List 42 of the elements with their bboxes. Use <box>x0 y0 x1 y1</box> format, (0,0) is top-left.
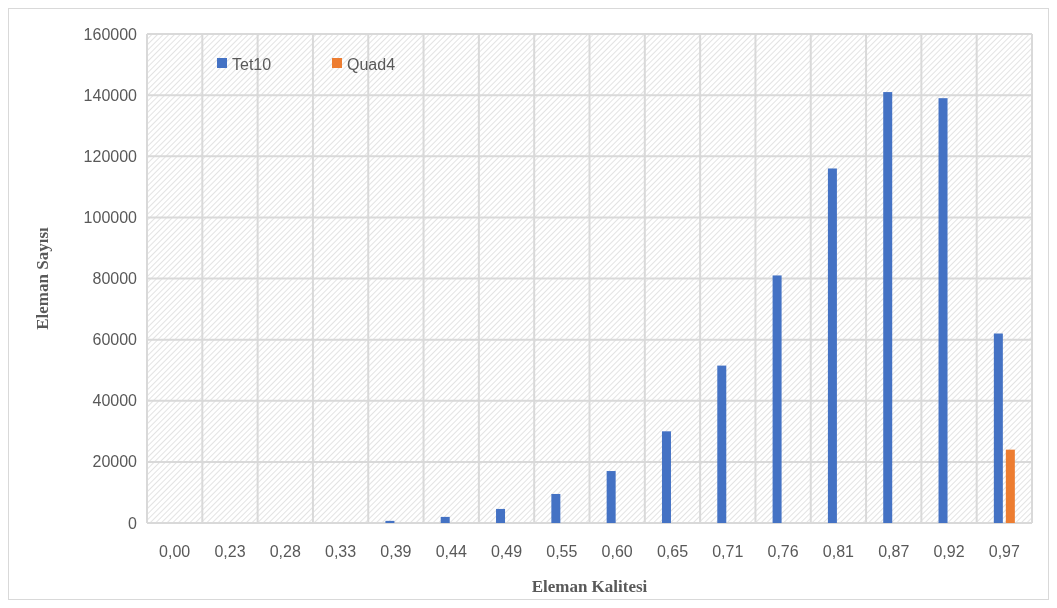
x-tick-label: 0,39 <box>380 543 412 560</box>
bar <box>772 275 782 523</box>
x-tick-label: 0,00 <box>159 543 191 560</box>
x-tick-label: 0,55 <box>546 543 578 560</box>
x-tick-label: 0,87 <box>878 543 910 560</box>
bar <box>440 516 450 523</box>
bar <box>1005 449 1015 523</box>
legend-label: Quad4 <box>347 55 396 73</box>
y-tick-label: 20000 <box>92 453 138 471</box>
x-axis-title: Eleman Kalitesi <box>531 577 648 596</box>
x-tick-label: 0,49 <box>490 543 523 560</box>
x-tick-label: 0,71 <box>712 543 744 560</box>
y-tick-label: 160000 <box>83 25 138 43</box>
bar <box>606 471 616 523</box>
x-tick-label: 0,60 <box>601 543 633 560</box>
y-axis-title: Eleman Sayısı <box>33 226 52 330</box>
bar <box>938 98 948 523</box>
x-tick-label: 0,33 <box>325 543 357 560</box>
bar <box>661 431 671 523</box>
y-tick-label: 80000 <box>92 270 138 288</box>
bar <box>496 508 506 523</box>
legend-label: Tet10 <box>232 55 272 73</box>
y-tick-label: 40000 <box>92 392 138 410</box>
bar <box>551 493 561 523</box>
x-tick-label: 0,81 <box>822 543 855 560</box>
bar <box>993 333 1003 523</box>
y-tick-label: 140000 <box>83 86 138 104</box>
x-tick-label: 0,44 <box>435 543 467 560</box>
x-tick-label: 0,65 <box>656 543 689 560</box>
bar <box>717 365 727 523</box>
y-tick-label: 120000 <box>83 147 138 165</box>
x-tick-label: 0,92 <box>933 543 965 560</box>
bar <box>883 92 893 523</box>
bar <box>385 520 395 523</box>
x-tick-label: 0,76 <box>767 543 799 560</box>
y-tick-label: 60000 <box>92 331 138 349</box>
x-tick-label: 0,97 <box>988 543 1021 560</box>
x-tick-label: 0,28 <box>269 543 301 560</box>
x-tick-label: 0,23 <box>214 543 246 560</box>
bar <box>827 168 837 523</box>
y-tick-label: 100000 <box>83 208 138 226</box>
y-tick-label: 0 <box>128 514 138 532</box>
